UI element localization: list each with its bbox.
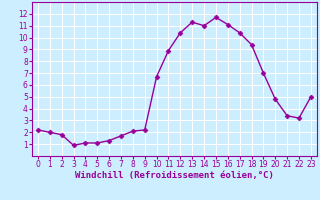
X-axis label: Windchill (Refroidissement éolien,°C): Windchill (Refroidissement éolien,°C) (75, 171, 274, 180)
